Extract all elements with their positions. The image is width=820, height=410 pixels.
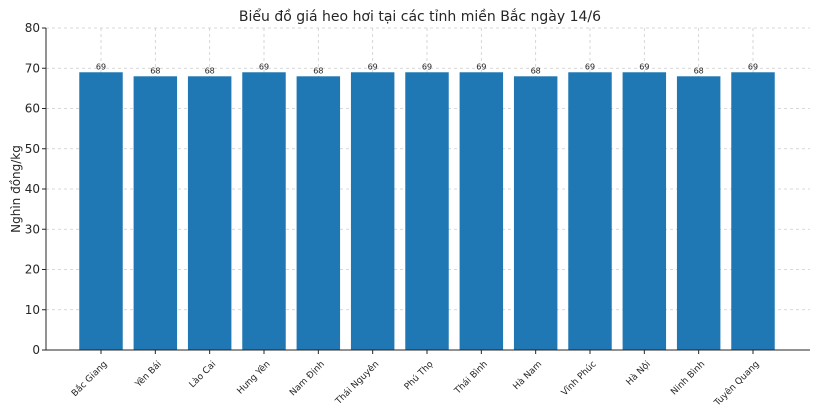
y-tick-label: 40 — [25, 182, 40, 196]
y-tick-label: 50 — [25, 142, 40, 156]
x-tick-label: Nam Định — [288, 360, 327, 399]
chart-title: Biểu đồ giá heo hơi tại các tỉnh miền Bắ… — [239, 8, 601, 25]
x-tick-label: Hà Nội — [624, 359, 653, 388]
y-tick-label: 30 — [25, 222, 40, 236]
data-label: 69 — [96, 62, 106, 71]
y-tick-label: 0 — [32, 343, 40, 357]
bar — [133, 76, 178, 351]
data-label: 69 — [585, 62, 595, 71]
x-tick-label: Bắc Giang — [69, 359, 109, 399]
bar — [187, 76, 232, 351]
bar — [568, 72, 612, 351]
data-label: 69 — [422, 62, 432, 71]
data-label: 68 — [694, 66, 704, 75]
bar — [242, 72, 286, 351]
y-tick-label: 10 — [25, 303, 40, 317]
data-label: 68 — [313, 66, 323, 75]
bars — [79, 72, 775, 351]
y-tick-label: 80 — [25, 21, 40, 35]
data-label: 69 — [639, 62, 649, 71]
bar — [79, 72, 123, 351]
y-axis-label: Nghìn đồng/kg — [9, 145, 23, 233]
x-tick-label: Hà Nam — [512, 360, 545, 393]
y-tick-label: 70 — [25, 61, 40, 75]
data-label: 69 — [259, 62, 269, 71]
y-tick-label: 20 — [25, 263, 40, 277]
x-tick-label: Yên Bái — [132, 359, 164, 391]
bar — [731, 72, 775, 351]
bar — [513, 76, 558, 351]
data-label: 69 — [476, 62, 486, 71]
bar — [405, 72, 449, 351]
bar — [350, 72, 395, 351]
bar — [459, 72, 504, 351]
x-tick-label: Ninh Bình — [669, 360, 707, 398]
data-label: 69 — [368, 62, 378, 71]
x-tick-label: Tuyên Quang — [711, 359, 761, 409]
data-label: 68 — [205, 66, 215, 75]
x-tick-label: Lào Cai — [188, 360, 219, 391]
x-tick-label: Vĩnh Phúc — [560, 359, 599, 398]
x-tick-label: Thái Nguyên — [333, 359, 382, 408]
data-label: 68 — [531, 66, 541, 75]
bar — [676, 76, 721, 351]
bar — [296, 76, 341, 351]
bar — [622, 72, 667, 351]
y-tick-label: 60 — [25, 102, 40, 116]
x-tick-label: Thái Bình — [452, 360, 490, 398]
data-labels: 69 68 68 69 68 69 69 69 68 69 69 68 69 — [96, 62, 758, 75]
data-label: 68 — [150, 66, 160, 75]
data-label: 69 — [748, 62, 758, 71]
x-tick-label: Hưng Yên — [235, 359, 273, 397]
x-tick-label: Phú Thọ — [403, 359, 436, 392]
